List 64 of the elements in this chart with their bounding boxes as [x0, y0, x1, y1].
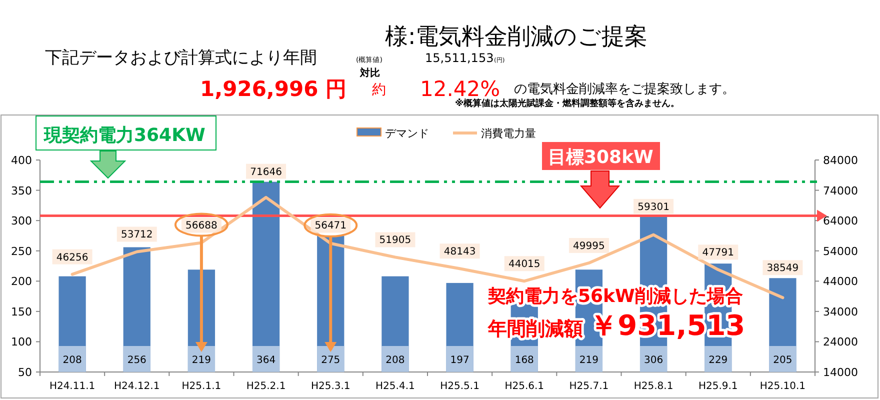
data-label: 56688	[186, 220, 218, 232]
x-tick-label: H25.3.1	[310, 381, 350, 392]
y-tick-label: 400	[11, 154, 32, 167]
x-tick-label: H25.6.1	[504, 381, 544, 392]
y-tick-label: 300	[11, 214, 32, 228]
data-label: 219	[192, 355, 212, 366]
x-tick-label: H25.10.1	[760, 381, 806, 392]
data-label: 59301	[638, 202, 670, 213]
data-label: 229	[708, 355, 728, 366]
data-label: 46256	[56, 252, 88, 264]
data-label: 205	[773, 355, 792, 366]
data-label: 51905	[379, 235, 412, 246]
ref-line-label: 現契約電力364KW	[43, 125, 206, 146]
data-label: 306	[644, 355, 664, 366]
x-tick-label: H25.4.1	[376, 381, 415, 392]
data-label: 44015	[508, 259, 540, 270]
data-label: 49995	[573, 240, 605, 252]
x-tick-label: H25.2.1	[246, 381, 286, 392]
y-tick-label: 350	[11, 184, 32, 198]
text: の電気料金削減率をご提案致します。	[514, 81, 735, 97]
ref-line-label: 目標308kW	[548, 147, 654, 168]
data-label: 364	[256, 355, 276, 366]
y2-tick-label: 54000	[823, 244, 858, 258]
y-tick-label: 250	[11, 244, 32, 258]
data-label: 197	[450, 355, 470, 366]
data-label: 48143	[444, 246, 476, 258]
text: 対比	[359, 67, 380, 79]
x-tick-label: H25.5.1	[440, 381, 480, 392]
y-tick-label: 200	[11, 275, 32, 288]
data-label: 256	[127, 355, 146, 366]
x-tick-label: H25.9.1	[698, 381, 738, 392]
y-tick-label: 100	[11, 336, 32, 349]
y-tick-label: 150	[11, 305, 32, 318]
data-label: 47791	[702, 248, 734, 259]
y2-tick-label: 74000	[823, 184, 858, 198]
y2-tick-label: 24000	[823, 336, 858, 349]
y2-tick-label: 34000	[823, 305, 858, 318]
data-label: 56471	[314, 220, 347, 232]
text: ※概算値は太陽光賦課金・燃料調整額等を含みません。	[455, 98, 680, 109]
y2-tick-label: 64000	[823, 214, 858, 228]
text: 下記データおよび計算式により年間	[45, 48, 317, 68]
text: 約	[372, 82, 386, 98]
y-tick-label: 50	[18, 366, 32, 379]
x-tick-label: H25.8.1	[634, 381, 674, 392]
data-label: 38549	[766, 263, 799, 274]
data-label: 208	[386, 355, 405, 366]
y2-tick-label: 44000	[823, 275, 858, 288]
x-tick-label: H25.1.1	[182, 381, 222, 392]
data-label: 168	[514, 355, 534, 366]
chart-title: 様:電気料金削減のご提案	[385, 24, 648, 50]
text: 1,926,996 円	[200, 77, 347, 101]
data-label: 53712	[120, 230, 153, 241]
y2-tick-label: 14000	[823, 366, 858, 379]
x-tick-label: H25.7.1	[569, 381, 609, 392]
text: 15,511,153	[425, 51, 494, 65]
data-label: 275	[321, 355, 340, 366]
y2-tick-label: 84000	[823, 154, 858, 167]
legend-label: 消費電力量	[481, 127, 536, 140]
x-tick-label: H24.11.1	[49, 381, 96, 392]
data-label: 208	[62, 355, 82, 366]
data-label: 71646	[250, 166, 282, 178]
x-tick-label: H24.12.1	[114, 381, 160, 392]
legend-label: デマンド	[385, 127, 429, 140]
data-label: 219	[579, 355, 599, 366]
